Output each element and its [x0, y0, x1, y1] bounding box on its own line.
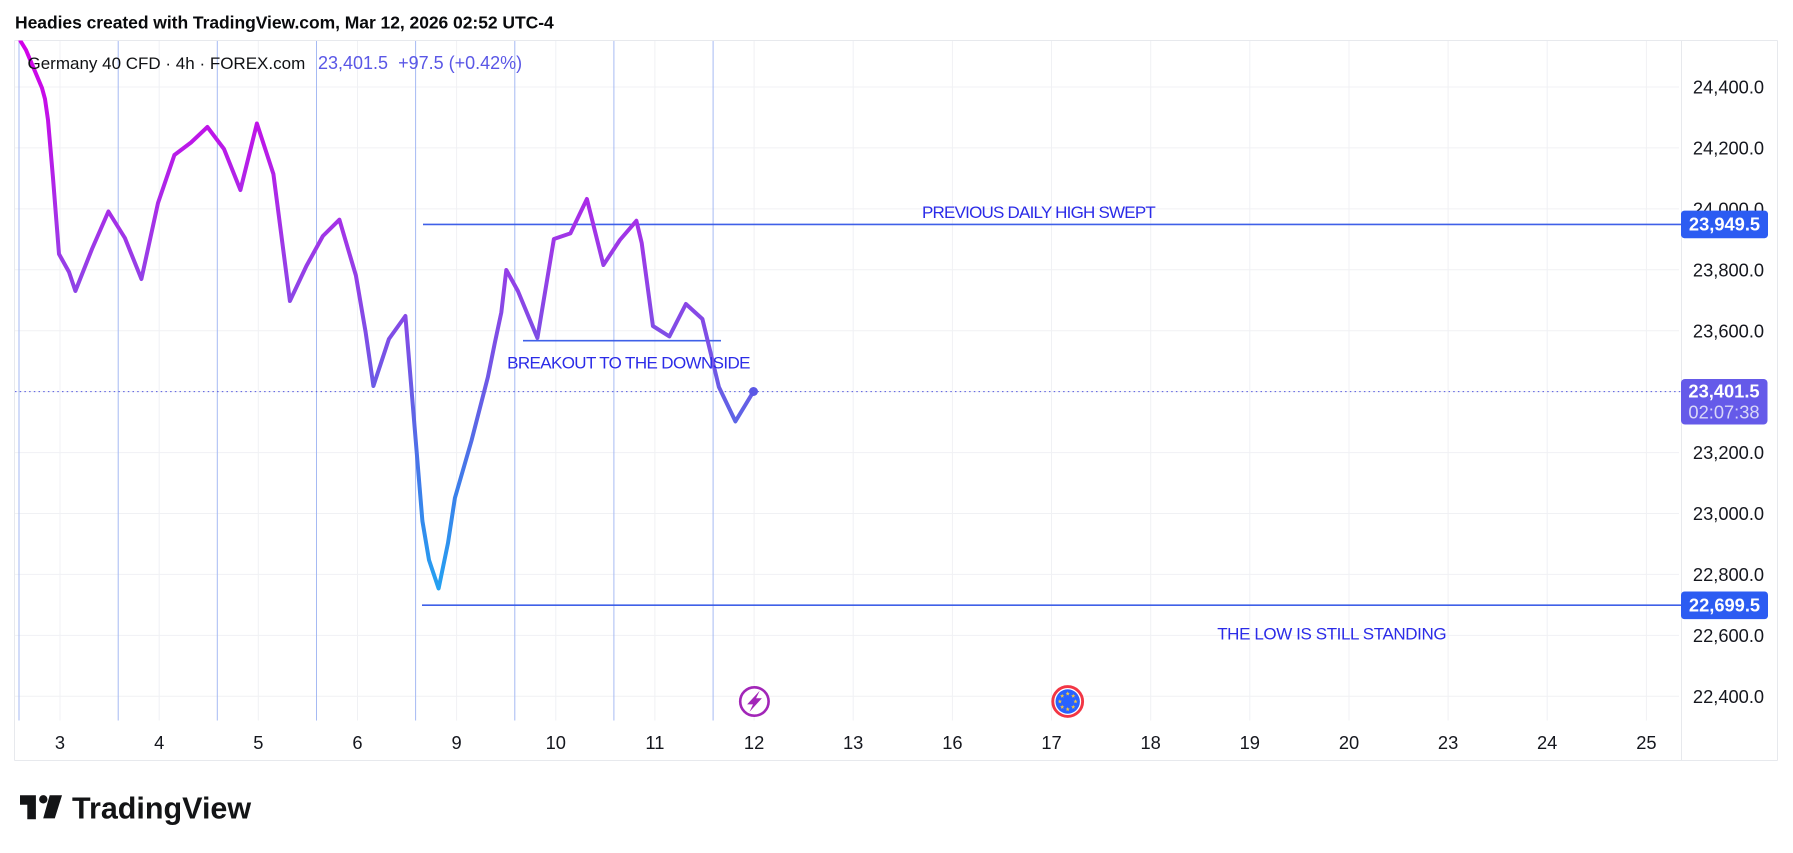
svg-text:5: 5	[253, 732, 263, 753]
svg-text:11: 11	[645, 732, 664, 753]
svg-text:23,949.5: 23,949.5	[1689, 214, 1760, 235]
svg-text:22,800.0: 22,800.0	[1693, 564, 1764, 585]
svg-text:4: 4	[154, 732, 164, 753]
svg-text:18: 18	[1141, 732, 1161, 753]
svg-text:3: 3	[55, 732, 65, 753]
svg-text:23,600.0: 23,600.0	[1693, 320, 1764, 341]
svg-text:23,000.0: 23,000.0	[1693, 503, 1764, 524]
svg-text:23,200.0: 23,200.0	[1693, 442, 1764, 463]
svg-text:10: 10	[546, 732, 566, 753]
svg-text:24,400.0: 24,400.0	[1693, 77, 1764, 98]
svg-text:20: 20	[1339, 732, 1359, 753]
svg-text:24: 24	[1537, 732, 1557, 753]
svg-text:Headies created with TradingVi: Headies created with TradingView.com, Ma…	[15, 13, 554, 33]
svg-text:17: 17	[1041, 732, 1061, 753]
svg-text:25: 25	[1636, 732, 1656, 753]
svg-text:BREAKOUT TO THE DOWNSIDE: BREAKOUT TO THE DOWNSIDE	[507, 354, 750, 373]
svg-text:22,699.5: 22,699.5	[1689, 595, 1760, 616]
svg-text:19: 19	[1240, 732, 1260, 753]
svg-text:PREVIOUS DAILY HIGH SWEPT: PREVIOUS DAILY HIGH SWEPT	[922, 203, 1155, 222]
svg-text:02:07:38: 02:07:38	[1688, 402, 1759, 423]
svg-text:24,200.0: 24,200.0	[1693, 138, 1764, 159]
svg-text:16: 16	[942, 732, 962, 753]
svg-text:23,800.0: 23,800.0	[1693, 259, 1764, 280]
svg-text:22,400.0: 22,400.0	[1693, 686, 1764, 707]
svg-text:23,401.5 +97.5 (+0.42%): 23,401.5 +97.5 (+0.42%)	[318, 53, 522, 73]
svg-text:Germany 40 CFD · 4h · FOREX.co: Germany 40 CFD · 4h · FOREX.com	[28, 54, 306, 73]
svg-text:9: 9	[452, 732, 462, 753]
svg-text:13: 13	[843, 732, 863, 753]
svg-text:THE LOW IS STILL STANDING: THE LOW IS STILL STANDING	[1217, 625, 1446, 644]
svg-text:12: 12	[744, 732, 764, 753]
svg-text:6: 6	[352, 732, 362, 753]
svg-text:22,600.0: 22,600.0	[1693, 625, 1764, 646]
svg-text:23,401.5: 23,401.5	[1688, 381, 1759, 402]
svg-text:TradingView: TradingView	[72, 791, 251, 825]
svg-text:23: 23	[1438, 732, 1458, 753]
